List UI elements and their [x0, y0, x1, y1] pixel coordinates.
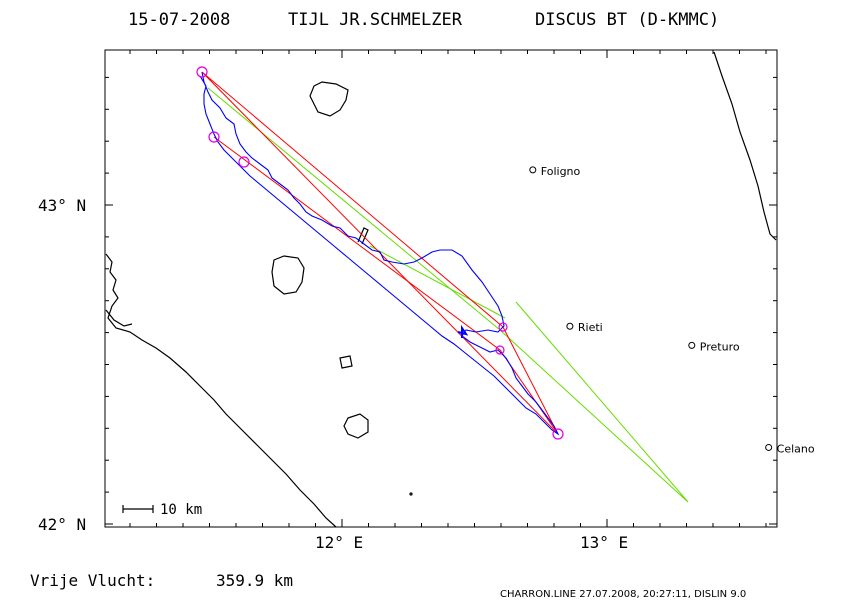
turnpoint-2: [208, 131, 220, 143]
lat-label-42: 42° N: [38, 515, 86, 534]
turnpoint-rieti: [498, 322, 508, 332]
lake-bracciano: [343, 413, 369, 439]
distance-value: 359.9 km: [216, 571, 293, 590]
town-label-rieti: Rieti: [578, 321, 603, 334]
track-start-marker: [457, 324, 469, 338]
lat-label-43: 43° N: [38, 196, 86, 215]
town-label-foligno: Foligno: [541, 165, 581, 178]
scale-bar-label: 10 km: [160, 502, 202, 518]
town-label-preturo: Preturo: [700, 340, 740, 353]
title-pilot: TIJL JR.SCHMELZER: [288, 10, 463, 30]
turnpoint-3: [238, 156, 250, 168]
town-marker-rieti: [566, 322, 574, 330]
turnpoints: [196, 66, 564, 440]
distance-label: Vrije Vlucht:: [30, 571, 155, 590]
lon-label-12: 12° E: [315, 533, 363, 552]
small-lake: [409, 492, 413, 496]
title-date: 15-07-2008: [128, 10, 230, 30]
task-leg-2: [213, 136, 559, 435]
coastlines: [105, 51, 777, 528]
free-flight-line: [207, 87, 689, 503]
map-frame: [104, 49, 778, 528]
lake-trasimeno: [309, 81, 349, 117]
town-marker-preturo: [688, 341, 696, 349]
title-glider: DISCUS BT (D-KMMC): [535, 10, 719, 30]
scale-bar: 10 km: [122, 502, 202, 518]
green-leg-2: [369, 245, 506, 319]
town-marker-celano: [765, 443, 773, 451]
lon-label-13: 13° E: [580, 533, 628, 552]
west-coastline-detail: [105, 309, 133, 327]
turnpoint-4: [495, 345, 505, 355]
town-marker-foligno: [529, 166, 537, 174]
town-label-celano: Celano: [777, 442, 815, 455]
lake-bolsena: [271, 255, 305, 295]
flight-track: [199, 71, 560, 436]
west-coastline: [105, 253, 337, 528]
lake-vico: [339, 355, 353, 369]
lake-piediluco: [357, 227, 369, 245]
footer-info: CHARRON.LINE 27.07.2008, 20:27:11, DISLI…: [500, 589, 746, 600]
turnpoint-1: [196, 66, 208, 78]
towns: Foligno Rieti Preturo Celano: [529, 165, 815, 455]
turnpoint-5: [552, 428, 564, 440]
axis-ticks: [105, 50, 777, 527]
adriatic-coastline: [713, 51, 777, 241]
